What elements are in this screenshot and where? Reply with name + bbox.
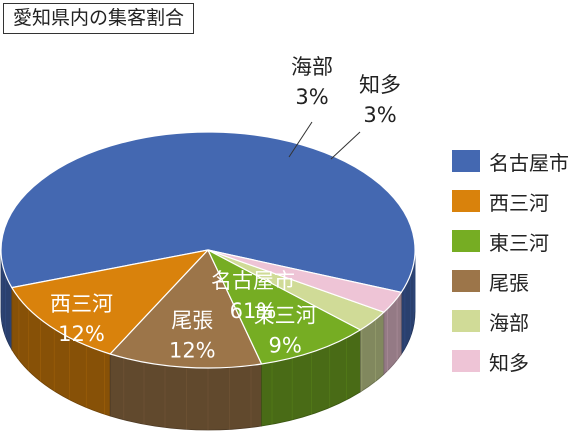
legend-label: 西三河 <box>489 190 549 215</box>
slice-label-name: 海部 <box>291 55 333 79</box>
legend-label: 名古屋市 <box>489 150 569 175</box>
legend-label: 東三河 <box>489 230 549 255</box>
legend-label: 尾張 <box>489 270 529 295</box>
legend-swatch <box>452 270 480 292</box>
pie-slice-1 <box>11 249 209 355</box>
legend-item: 名古屋市 <box>452 148 569 175</box>
legend-item: 西三河 <box>452 188 569 215</box>
pie-slice-2 <box>109 249 263 369</box>
slice-label-value: 12% <box>58 322 105 346</box>
pie-slice-0 <box>0 131 416 293</box>
slice-label-name: 尾張 <box>171 308 213 332</box>
chart-title: 愛知県内の集客割合 <box>3 3 195 34</box>
legend-swatch <box>452 310 480 332</box>
legend-item: 東三河 <box>452 228 569 255</box>
slice-label-name: 知多 <box>359 73 401 97</box>
leader-line-4 <box>288 121 313 158</box>
legend-item: 尾張 <box>452 268 569 295</box>
slice-label-value: 12% <box>169 338 216 362</box>
legend-label: 海部 <box>489 310 529 335</box>
leader-line-5 <box>330 131 361 160</box>
pie-slice-5 <box>207 249 402 313</box>
legend-swatch <box>452 150 480 172</box>
legend-item: 知多 <box>452 348 569 375</box>
slice-label-value: 61% <box>230 299 277 323</box>
legend-item: 海部 <box>452 308 569 335</box>
slice-label-name: 東三河 <box>254 304 317 328</box>
pie-slice-3 <box>207 249 361 365</box>
chart-legend: 名古屋市西三河東三河尾張海部知多 <box>452 148 569 388</box>
slice-label-name: 西三河 <box>50 292 113 316</box>
slice-label-value: 9% <box>269 334 302 358</box>
legend-label: 知多 <box>489 350 529 375</box>
legend-swatch <box>452 350 480 372</box>
slice-label-value: 3% <box>363 103 396 127</box>
slice-label-name: 名古屋市 <box>211 269 295 293</box>
legend-swatch <box>452 190 480 212</box>
legend-swatch <box>452 230 480 252</box>
slice-label-value: 3% <box>295 85 328 109</box>
